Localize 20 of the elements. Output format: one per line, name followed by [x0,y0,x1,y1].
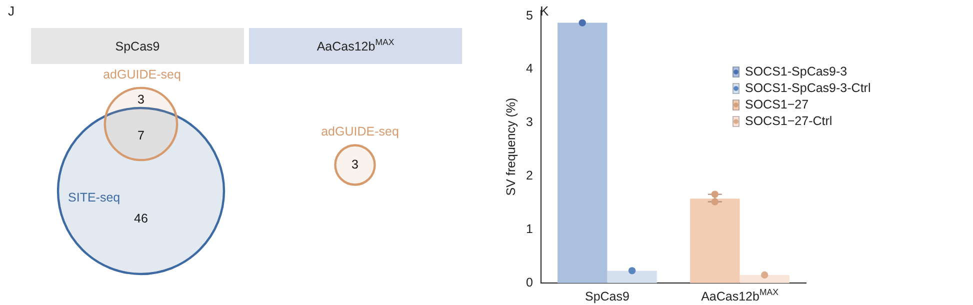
legend-label: SOCS1-SpCas9-3-Ctrl [745,80,871,95]
category-label: SpCas9 [115,39,160,54]
text: adGUIDE-seq [321,124,399,139]
y-axis-title: SV frequency (%) [504,98,518,196]
series-label: SITE-seq [68,190,120,204]
data-label: 3 [138,92,145,106]
text: J [8,4,14,19]
legend-label: SOCS1−27 [745,97,809,112]
y-tick-label: 3 [526,115,533,130]
data-label: 46 [134,211,148,226]
data-label: 3 [352,157,359,172]
series-label: adGUIDE-seq [103,67,181,82]
legend-label: SOCS1-SpCas9-3 [745,64,848,78]
y-tick-label: 1 [526,222,533,236]
legend-label: SOCS1−27-Ctrl [745,114,832,128]
y-tick-label: 2 [526,168,533,183]
y-tick-label: 4 [526,62,533,76]
y-tick-label: 0 [526,275,533,290]
y-tick-label: 5 [526,8,533,22]
text: 7 [138,128,145,142]
